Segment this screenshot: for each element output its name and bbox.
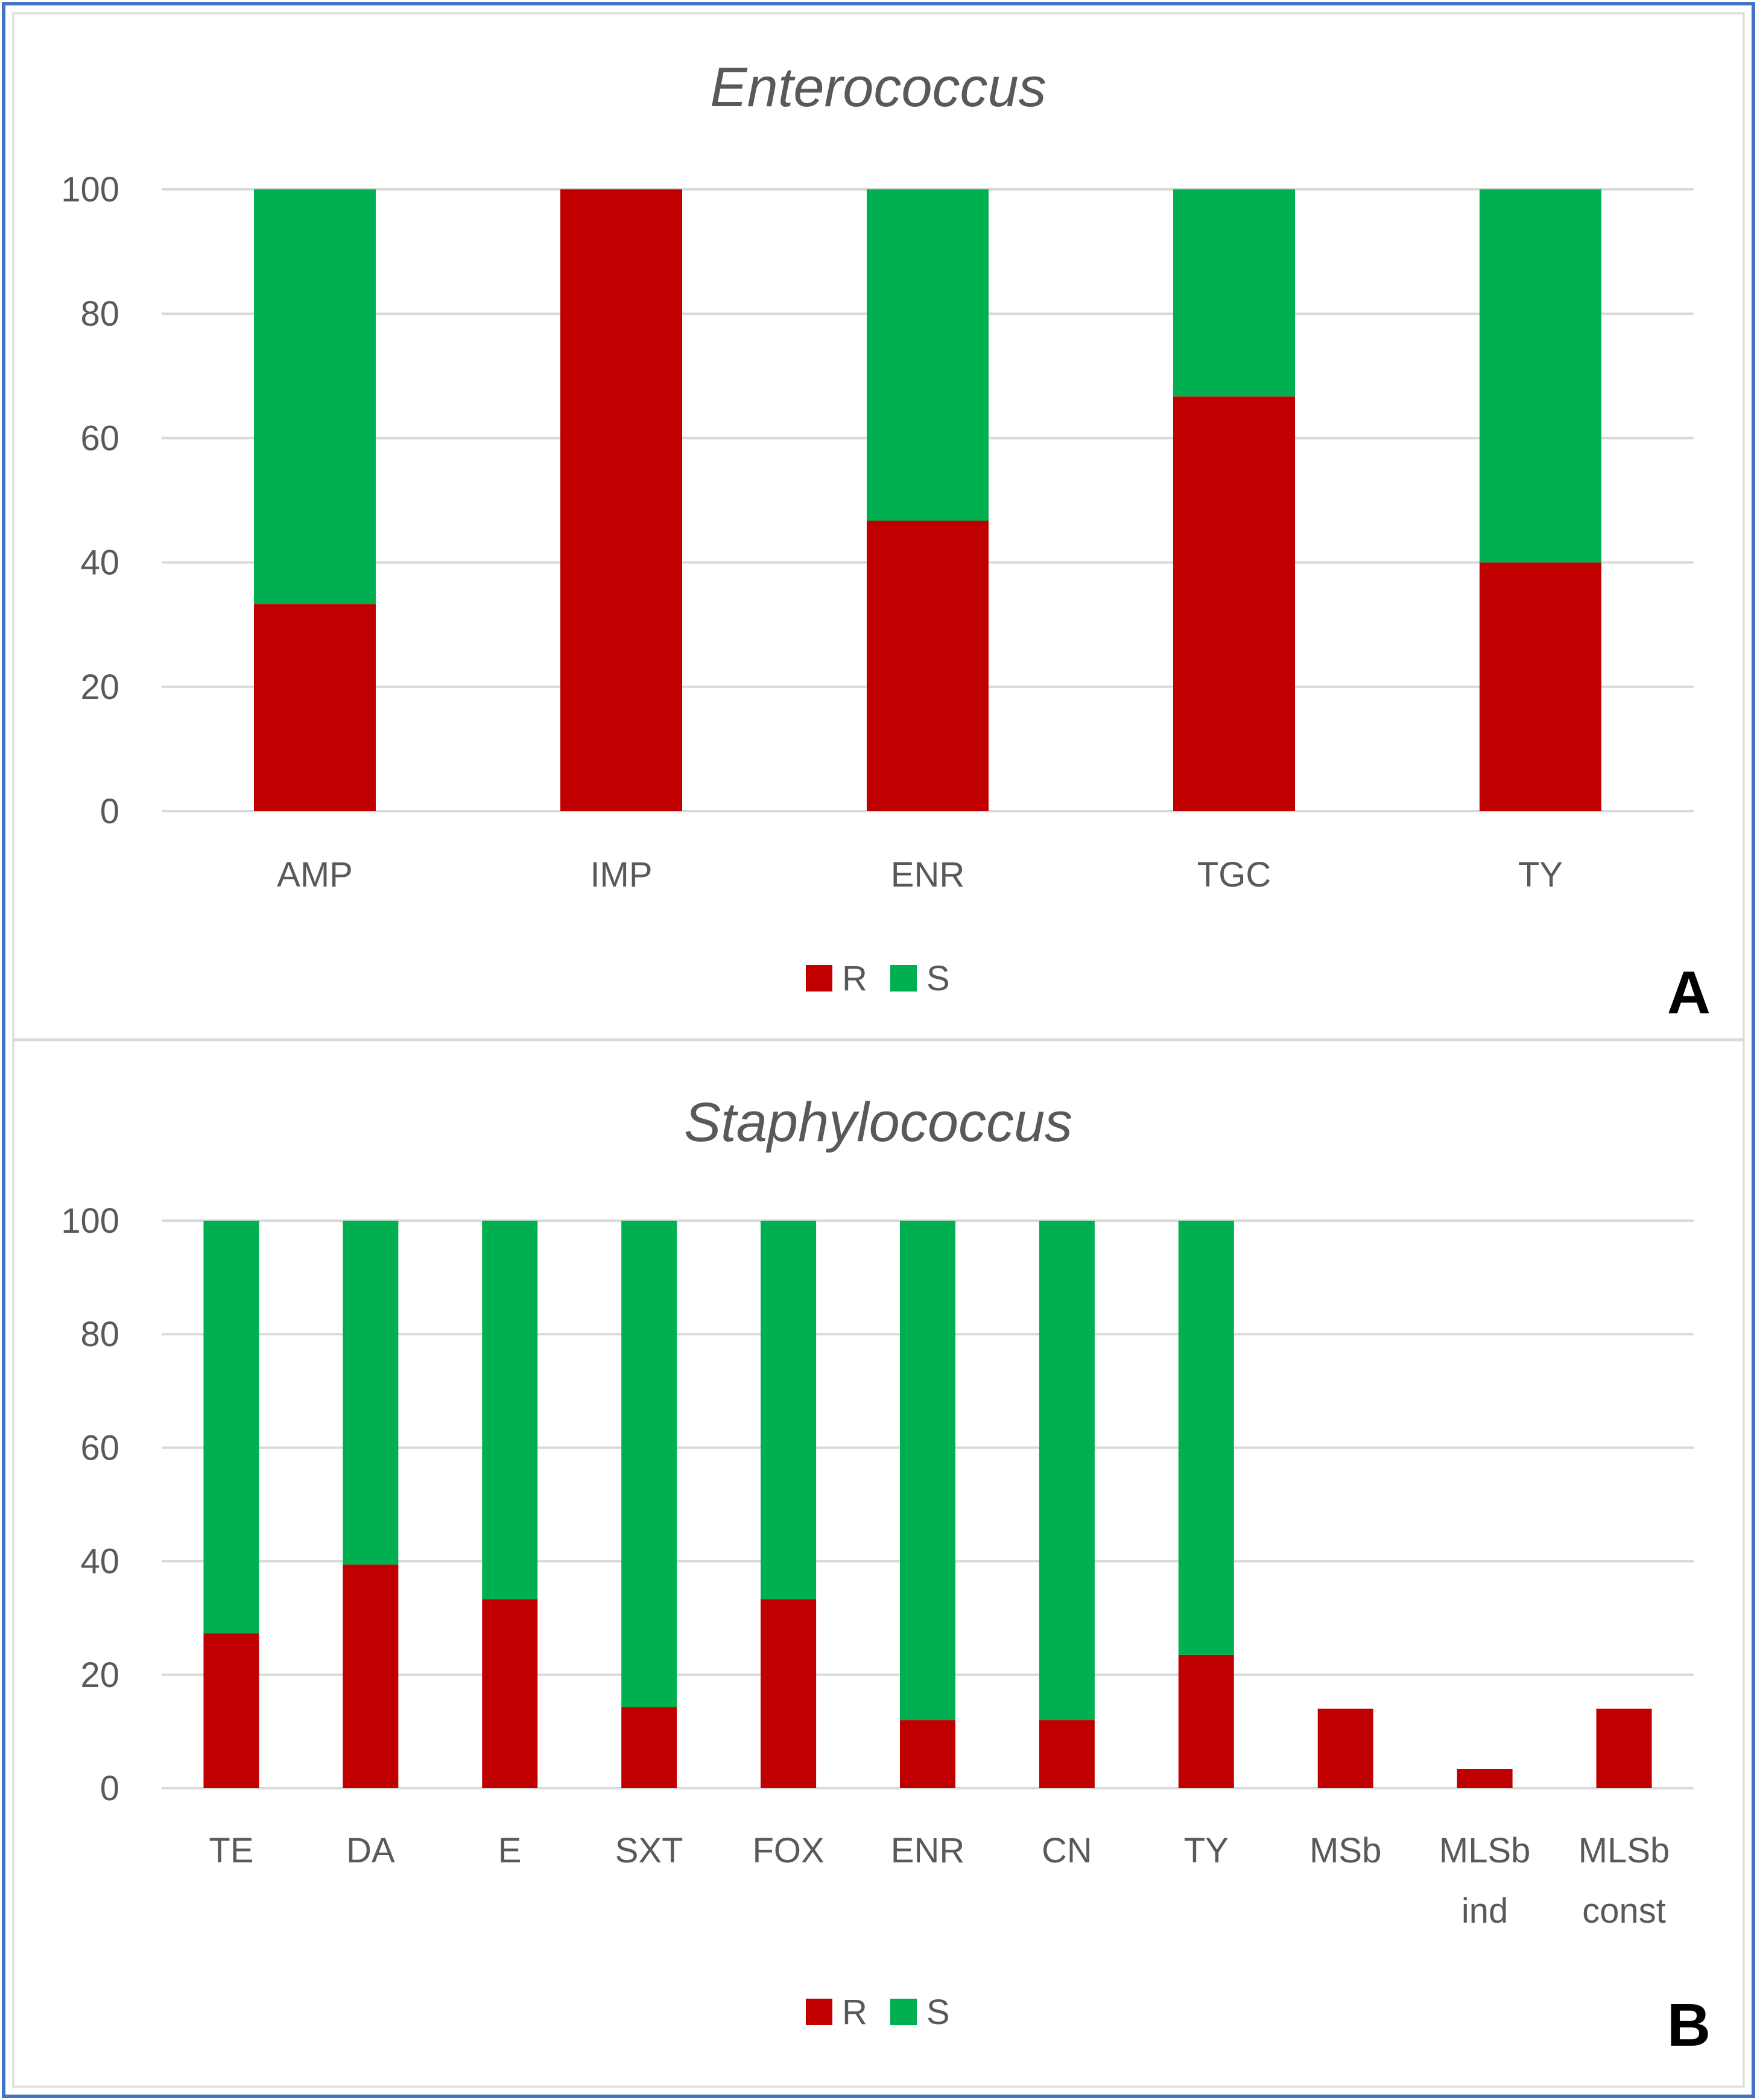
bars bbox=[254, 189, 1601, 811]
x-tick-label: MLSb ind bbox=[1439, 1831, 1531, 1931]
x-tick-label: ENR bbox=[891, 855, 964, 894]
bar-segment-s bbox=[203, 1221, 259, 1634]
bar-segment-s bbox=[900, 1221, 955, 1721]
x-tick-label: E bbox=[498, 1831, 522, 1870]
x-tick-label: CN bbox=[1042, 1831, 1092, 1870]
bar-segment-s bbox=[482, 1221, 538, 1599]
x-tick-label: ENR bbox=[891, 1831, 964, 1870]
bar-segment-s bbox=[1039, 1221, 1095, 1721]
x-tick-label: TGC bbox=[1197, 855, 1271, 894]
x-tick-label: MLSb const bbox=[1578, 1831, 1670, 1931]
panel-label: B bbox=[1667, 1991, 1711, 2059]
bar-segment-s bbox=[343, 1221, 399, 1565]
bar-segment-s bbox=[254, 189, 376, 604]
chart-panel-staphylococcus: Staphylococcus 0 20 40 60 80 100 TE DA E SXT FOX E… bbox=[61, 1092, 1711, 2059]
bars bbox=[203, 1221, 1652, 1788]
bar-segment-r bbox=[1178, 1654, 1234, 1788]
y-tick-label: 40 bbox=[80, 1542, 119, 1581]
legend-item-r: R bbox=[806, 959, 867, 998]
y-tick-label: 20 bbox=[80, 1656, 119, 1695]
legend-label: R bbox=[842, 1993, 867, 2032]
chart-title: Enterococcus bbox=[710, 57, 1046, 118]
bar-segment-s bbox=[1178, 1221, 1234, 1655]
panel-label: A bbox=[1667, 959, 1711, 1026]
y-axis-ticks: 0 20 40 60 80 100 bbox=[61, 1201, 119, 1808]
bar-segment-s bbox=[1173, 189, 1295, 397]
x-tick-label: IMP bbox=[590, 855, 652, 894]
legend-swatch bbox=[806, 965, 832, 991]
bar-segment-r bbox=[1317, 1709, 1373, 1788]
legend-item-s: S bbox=[890, 1993, 950, 2032]
bar-segment-r bbox=[621, 1707, 677, 1788]
legend-label: R bbox=[842, 959, 867, 998]
bar-segment-r bbox=[254, 604, 376, 811]
bar-segment-r bbox=[1457, 1769, 1513, 1788]
bar-segment-r bbox=[761, 1599, 817, 1788]
chart-title: Staphylococcus bbox=[684, 1092, 1072, 1153]
y-tick-label: 0 bbox=[100, 1769, 119, 1808]
bar-segment-r bbox=[203, 1633, 259, 1788]
bar-segment-r bbox=[560, 189, 682, 811]
bar-segment-r bbox=[343, 1564, 399, 1788]
y-tick-label: 0 bbox=[100, 792, 119, 831]
x-tick-label: AMP bbox=[277, 855, 353, 894]
x-tick-label: SXT bbox=[615, 1831, 683, 1870]
x-tick-label: DA bbox=[346, 1831, 395, 1870]
legend-item-r: R bbox=[806, 1993, 867, 2032]
legend-swatch bbox=[890, 965, 917, 991]
bar-segment-s bbox=[867, 189, 989, 521]
x-tick-label: MSb bbox=[1309, 1831, 1381, 1870]
y-tick-label: 60 bbox=[80, 419, 119, 458]
x-axis-labels: TE DA E SXT FOX ENR CN TY MSb MLSb ind MLSb const bbox=[209, 1831, 1670, 1931]
y-tick-label: 80 bbox=[80, 294, 119, 334]
y-tick-label: 80 bbox=[80, 1315, 119, 1354]
x-tick-label: TY bbox=[1184, 1831, 1229, 1870]
y-tick-label: 60 bbox=[80, 1428, 119, 1467]
y-axis-ticks: 0 20 40 60 80 100 bbox=[61, 170, 119, 831]
x-axis-labels: AMP IMP ENR TGC TY bbox=[277, 855, 1563, 894]
bar-segment-s bbox=[1480, 189, 1601, 563]
legend-swatch bbox=[890, 1999, 917, 2025]
x-tick-label: TE bbox=[209, 1831, 253, 1870]
inner-frame bbox=[12, 12, 1745, 2088]
bar-segment-s bbox=[621, 1221, 677, 1707]
legend-label: S bbox=[926, 1993, 950, 2032]
bar-segment-r bbox=[900, 1720, 955, 1788]
x-tick-label: FOX bbox=[752, 1831, 824, 1870]
bar-segment-s bbox=[761, 1221, 817, 1599]
bar-segment-r bbox=[1480, 562, 1601, 811]
y-tick-label: 100 bbox=[61, 170, 119, 209]
y-tick-label: 40 bbox=[80, 543, 119, 583]
y-tick-label: 20 bbox=[80, 668, 119, 707]
bar-segment-r bbox=[1039, 1720, 1095, 1788]
bar-segment-r bbox=[1596, 1709, 1652, 1788]
bar-segment-r bbox=[867, 520, 989, 811]
bar-segment-r bbox=[1173, 396, 1295, 811]
y-tick-label: 100 bbox=[61, 1201, 119, 1241]
x-tick-label: TY bbox=[1518, 855, 1563, 894]
legend-item-s: S bbox=[890, 959, 950, 998]
chart-panel-enterococcus: Enterococcus 0 20 40 60 80 100 AMP IMP ENR TGC TY… bbox=[61, 57, 1711, 1026]
legend-swatch bbox=[806, 1999, 832, 2025]
bar-segment-r bbox=[482, 1599, 538, 1788]
legend-label: S bbox=[926, 959, 950, 998]
